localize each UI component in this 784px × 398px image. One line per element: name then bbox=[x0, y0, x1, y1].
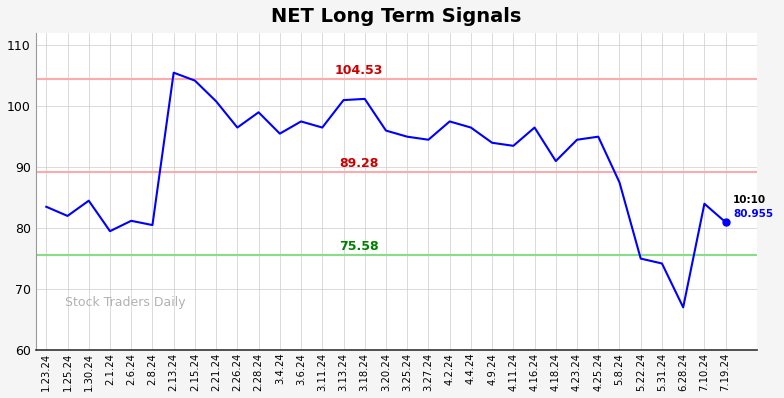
Text: 75.58: 75.58 bbox=[339, 240, 379, 253]
Text: 80.955: 80.955 bbox=[733, 209, 773, 219]
Text: 104.53: 104.53 bbox=[335, 64, 383, 77]
Text: 89.28: 89.28 bbox=[339, 157, 379, 170]
Text: Stock Traders Daily: Stock Traders Daily bbox=[64, 296, 185, 309]
Text: 10:10: 10:10 bbox=[733, 195, 766, 205]
Title: NET Long Term Signals: NET Long Term Signals bbox=[271, 7, 522, 26]
